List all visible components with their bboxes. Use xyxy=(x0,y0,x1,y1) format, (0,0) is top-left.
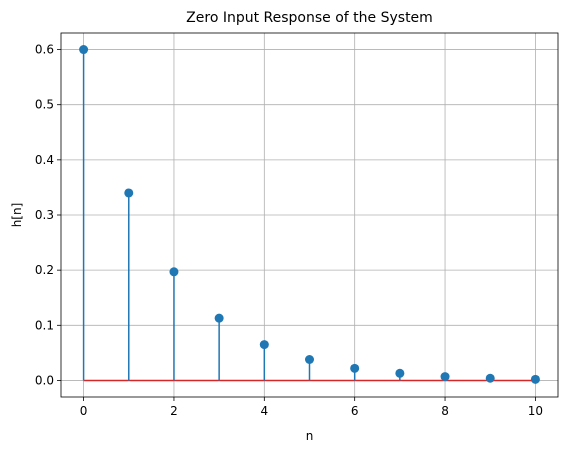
x-tick-label: 2 xyxy=(170,404,178,418)
stem-marker xyxy=(214,313,224,323)
ticks: 0 2 4 6 8 10 0.0 0.1 0.2 0.3 0.4 0.5 0.6 xyxy=(35,43,543,418)
stem-marker xyxy=(395,368,405,378)
y-axis-label: h[n] xyxy=(10,203,24,228)
x-tick-label: 4 xyxy=(260,404,268,418)
stem-marker xyxy=(169,267,179,277)
y-tick-label: 0.1 xyxy=(35,318,54,332)
grid xyxy=(61,33,558,397)
stem-marker xyxy=(350,363,360,373)
y-tick-label: 0.4 xyxy=(35,153,54,167)
y-tick-label: 0.2 xyxy=(35,263,54,277)
x-tick-label: 6 xyxy=(351,404,359,418)
x-tick-label: 8 xyxy=(441,404,449,418)
chart-title: Zero Input Response of the System xyxy=(186,10,433,26)
stem-marker xyxy=(485,373,495,383)
stem-marker xyxy=(530,374,540,384)
stem-marker xyxy=(79,45,89,55)
y-tick-label: 0.6 xyxy=(35,43,54,57)
stem-marker xyxy=(124,188,134,198)
y-tick-label: 0.5 xyxy=(35,98,54,112)
stem-marker xyxy=(259,340,269,350)
x-tick-label: 10 xyxy=(528,404,543,418)
y-tick-label: 0.0 xyxy=(35,373,54,387)
y-tick-label: 0.3 xyxy=(35,208,54,222)
markers xyxy=(79,45,540,384)
x-axis-label: n xyxy=(306,429,314,443)
stem-marker xyxy=(305,354,314,364)
x-tick-label: 0 xyxy=(80,404,88,418)
stem-marker xyxy=(440,372,450,382)
